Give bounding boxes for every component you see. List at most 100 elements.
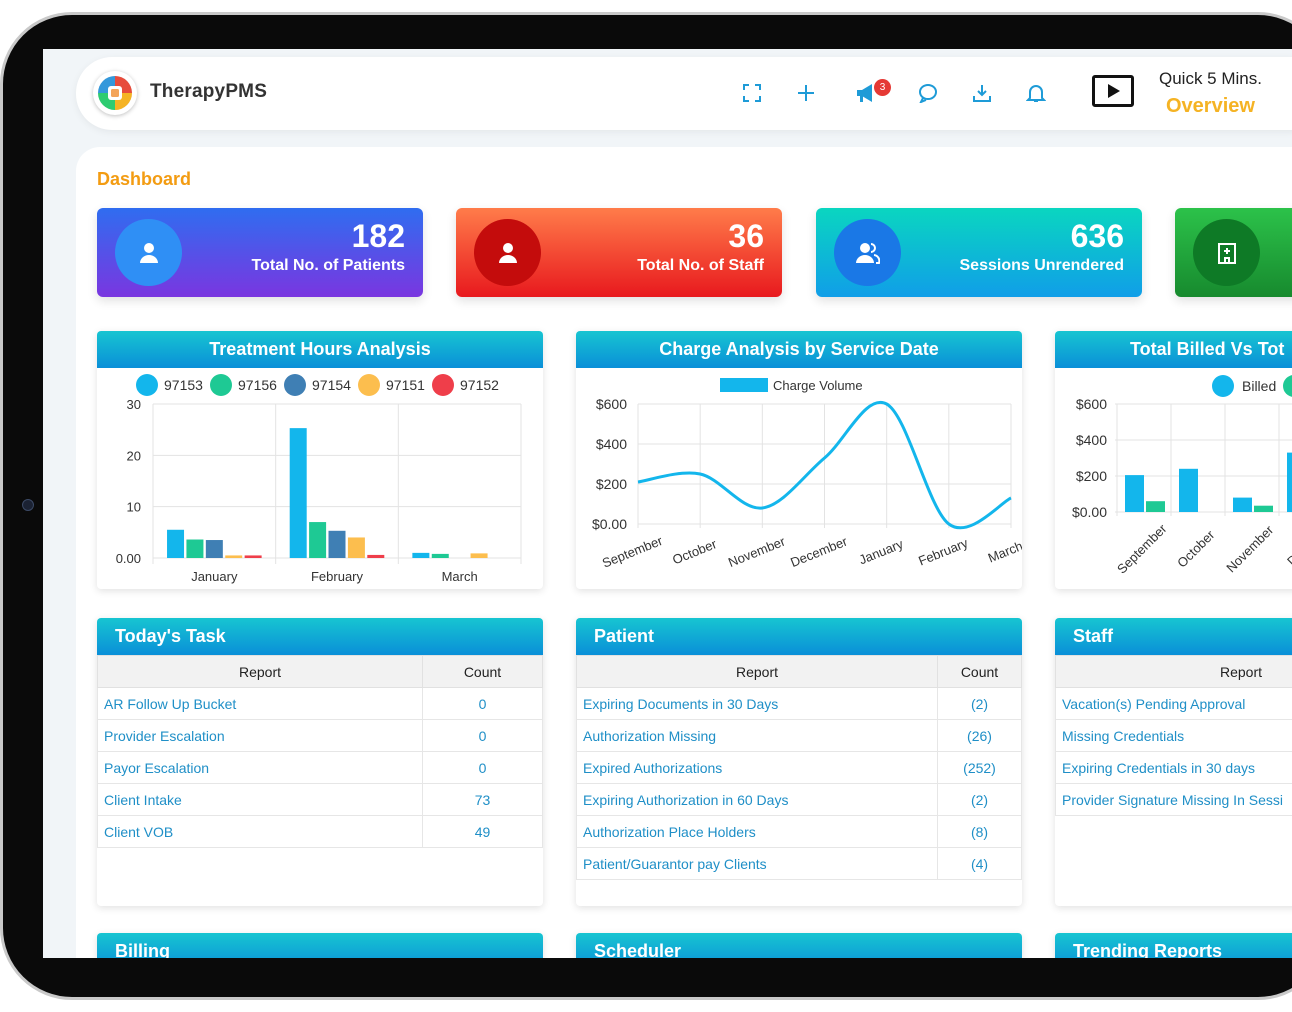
logo-icon[interactable] xyxy=(93,71,137,115)
count-cell[interactable]: 0 xyxy=(422,687,543,720)
x-tick-label: January xyxy=(191,569,238,584)
card-title: Scheduler xyxy=(576,933,1022,958)
table-row[interactable]: Provider Signature Missing In Sessi xyxy=(1055,783,1292,816)
y-tick-label: 10 xyxy=(127,500,141,515)
table-row[interactable]: Missing Credentials xyxy=(1055,719,1292,752)
count-cell[interactable]: (252) xyxy=(937,751,1022,784)
billed-chart: Billed $600 $400 $200 $0.00 September October N… xyxy=(1072,375,1292,577)
bell-icon[interactable] xyxy=(1024,81,1048,105)
table-row[interactable]: Payor Escalation 0 xyxy=(97,751,543,784)
column-header: Report xyxy=(1055,655,1292,688)
report-link[interactable]: Expiring Credentials in 30 days xyxy=(1055,751,1292,784)
app-screen: TherapyPMS 3 xyxy=(43,49,1292,958)
x-tick-label: February xyxy=(311,569,364,584)
report-link[interactable]: Client VOB xyxy=(97,815,423,848)
stat-value: 36 xyxy=(728,218,764,254)
table-row[interactable]: Client Intake 73 xyxy=(97,783,543,816)
stat-card-patients[interactable]: 182 Total No. of Patients xyxy=(97,208,423,297)
count-cell[interactable]: (2) xyxy=(937,783,1022,816)
y-tick-label: 30 xyxy=(127,397,141,412)
table-row[interactable]: Authorization Place Holders (8) xyxy=(576,815,1022,848)
count-cell[interactable]: (26) xyxy=(937,719,1022,752)
task-table: Report Count AR Follow Up Bucket 0 Provide… xyxy=(97,655,543,848)
chat-icon[interactable] xyxy=(916,81,940,105)
treatment-hours-card: Treatment Hours Analysis 97153 97156 97154… xyxy=(97,331,543,589)
billed-card: Total Billed Vs Tot Billed $600 $400 $200 $0… xyxy=(1055,331,1292,589)
series-line xyxy=(637,400,1012,530)
overview-link[interactable]: Overview xyxy=(1166,95,1255,117)
add-icon[interactable] xyxy=(794,81,818,105)
card-title: Treatment Hours Analysis xyxy=(97,331,543,368)
report-link[interactable]: Client Intake xyxy=(97,783,423,816)
count-cell[interactable]: 0 xyxy=(422,719,543,752)
report-link[interactable]: Authorization Place Holders xyxy=(576,815,938,848)
count-cell[interactable]: 49 xyxy=(422,815,543,848)
card-title: Billing xyxy=(97,933,543,958)
y-tick-label: $0.00 xyxy=(592,516,627,532)
trending-reports-card: Trending Reports xyxy=(1055,933,1292,958)
bar xyxy=(225,555,243,558)
report-link[interactable]: Payor Escalation xyxy=(97,751,423,784)
report-link[interactable]: AR Follow Up Bucket xyxy=(97,687,423,720)
table-row[interactable]: Vacation(s) Pending Approval xyxy=(1055,687,1292,720)
quick-overview-label[interactable]: Quick 5 Mins. xyxy=(1159,69,1262,88)
table-row[interactable]: Expired Authorizations (252) xyxy=(576,751,1022,784)
report-link[interactable]: Expiring Authorization in 60 Days xyxy=(576,783,938,816)
table-row[interactable]: AR Follow Up Bucket 0 xyxy=(97,687,543,720)
bar xyxy=(1179,468,1198,512)
report-link[interactable]: Expired Authorizations xyxy=(576,751,938,784)
y-tick-label: $600 xyxy=(1076,396,1107,412)
report-link[interactable]: Missing Credentials xyxy=(1055,719,1292,752)
count-cell[interactable]: (2) xyxy=(937,687,1022,720)
table-row[interactable]: Provider Escalation 0 xyxy=(97,719,543,752)
bar xyxy=(470,553,488,558)
count-cell[interactable]: 73 xyxy=(422,783,543,816)
legend-label: 97152 xyxy=(460,377,499,393)
report-link[interactable]: Expiring Documents in 30 Days xyxy=(576,687,938,720)
stat-card-sessions[interactable]: 636 Sessions Unrendered xyxy=(816,208,1142,297)
download-icon[interactable] xyxy=(970,81,994,105)
count-cell[interactable]: 0 xyxy=(422,751,543,784)
y-tick-label: $200 xyxy=(1076,468,1107,484)
stat-label: Sessions Unrendered xyxy=(959,257,1125,274)
legend-swatch xyxy=(284,374,306,396)
page-title: Dashboard xyxy=(97,169,192,189)
table-row[interactable]: Authorization Missing (26) xyxy=(576,719,1022,752)
bar xyxy=(347,537,365,558)
report-link[interactable]: Provider Signature Missing In Sessi xyxy=(1055,783,1292,816)
fullscreen-icon[interactable] xyxy=(740,81,764,105)
count-cell[interactable]: (8) xyxy=(937,815,1022,848)
report-link[interactable]: Vacation(s) Pending Approval xyxy=(1055,687,1292,720)
column-header: Report xyxy=(576,655,938,688)
megaphone-icon[interactable]: 3 xyxy=(856,79,891,105)
table-row[interactable]: Expiring Credentials in 30 days xyxy=(1055,751,1292,784)
bar xyxy=(1125,475,1144,512)
table-row[interactable]: Client VOB 49 xyxy=(97,815,543,848)
bar xyxy=(1233,497,1252,512)
table-row[interactable]: Expiring Authorization in 60 Days (2) xyxy=(576,783,1022,816)
table-row[interactable]: Expiring Documents in 30 Days (2) xyxy=(576,687,1022,720)
bar xyxy=(186,539,204,558)
stat-value: 182 xyxy=(351,218,405,254)
video-play-icon[interactable] xyxy=(1092,75,1134,107)
scheduler-card: Scheduler xyxy=(576,933,1022,958)
bar xyxy=(412,552,430,558)
stat-value: 636 xyxy=(1070,218,1124,254)
stat-card-facility[interactable] xyxy=(1175,208,1292,297)
camera-icon xyxy=(22,499,34,511)
table-row[interactable]: Patient/Guarantor pay Clients (4) xyxy=(576,847,1022,880)
report-link[interactable]: Patient/Guarantor pay Clients xyxy=(576,847,938,880)
user-icon xyxy=(115,219,182,286)
y-tick-label: $600 xyxy=(596,396,627,412)
staff-card: Staff Report Vacation(s) Pending Approva… xyxy=(1055,618,1292,906)
x-tick-label: February xyxy=(916,535,970,569)
report-link[interactable]: Authorization Missing xyxy=(576,719,938,752)
stat-card-staff[interactable]: 36 Total No. of Staff xyxy=(456,208,782,297)
legend-swatch xyxy=(1283,375,1292,397)
legend-swatch xyxy=(358,374,380,396)
report-link[interactable]: Provider Escalation xyxy=(97,719,423,752)
count-cell[interactable]: (4) xyxy=(937,847,1022,880)
x-tick-label: January xyxy=(857,536,906,567)
column-header: Count xyxy=(422,655,543,688)
x-tick-label: September xyxy=(1114,521,1170,577)
